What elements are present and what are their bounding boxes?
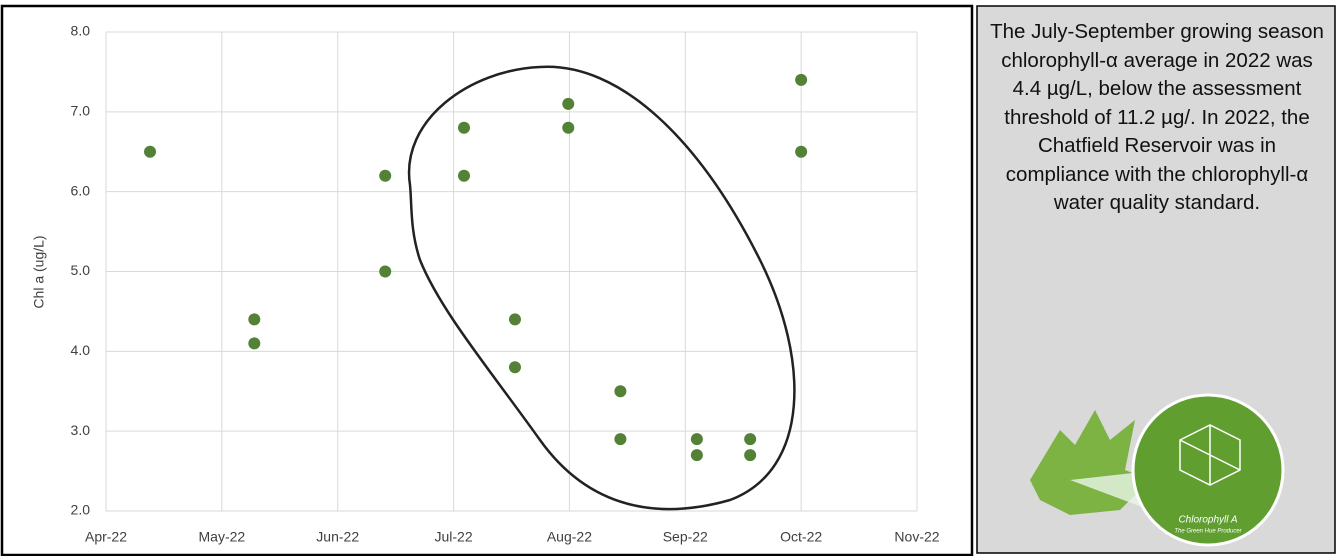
y-tick-label: 2.0 [71,502,91,518]
highlight-ellipse [407,65,796,511]
panel-text: The July-September growing season chloro… [990,20,1324,214]
data-point [562,97,575,110]
data-point [379,265,392,278]
data-point [457,121,470,134]
chlorophyll-image: Chlorophyll A The Green Hue Producer [1030,393,1285,547]
y-axis-label: Chl a (ug/L) [31,235,47,308]
data-point [614,433,627,446]
plot-area: 2.0 3.0 4.0 5.0 6.0 7.0 8.0 Apr-22 May-22 Jun-22 J… [71,23,940,545]
x-tick-label: Sep-22 [663,529,708,545]
y-tick-label: 4.0 [71,342,91,358]
x-tick-label: Oct-22 [780,529,822,545]
chart-frame [0,4,974,556]
data-point [690,449,703,462]
data-point [795,73,808,86]
x-tick-label: Nov-22 [894,529,939,545]
molecule-structure [1179,424,1241,486]
data-point [248,313,261,326]
data-point [508,313,521,326]
data-point [744,433,757,446]
data-point [144,145,157,158]
image-caption: Chlorophyll A [1178,515,1237,526]
molecule-circle [1131,393,1285,547]
y-tick-label: 6.0 [71,182,91,198]
data-point [744,449,757,462]
image-subcaption: The Green Hue Producer [1174,529,1242,535]
x-tick-label: Aug-22 [547,529,592,545]
data-point [379,169,392,182]
data-point [248,337,261,350]
data-point [690,433,703,446]
data-point [614,385,627,398]
y-tick-label: 5.0 [71,262,91,278]
y-tick-label: 7.0 [71,103,91,119]
y-tick-label: 3.0 [71,422,91,438]
y-tick-label: 8.0 [71,23,91,39]
data-point [508,361,521,374]
data-point [457,169,470,182]
x-tick-label: Jun-22 [316,529,359,545]
x-tick-label: Jul-22 [435,529,473,545]
data-point [562,121,575,134]
x-tick-label: May-22 [199,529,246,545]
x-tick-label: Apr-22 [85,529,127,545]
data-point [795,145,808,158]
